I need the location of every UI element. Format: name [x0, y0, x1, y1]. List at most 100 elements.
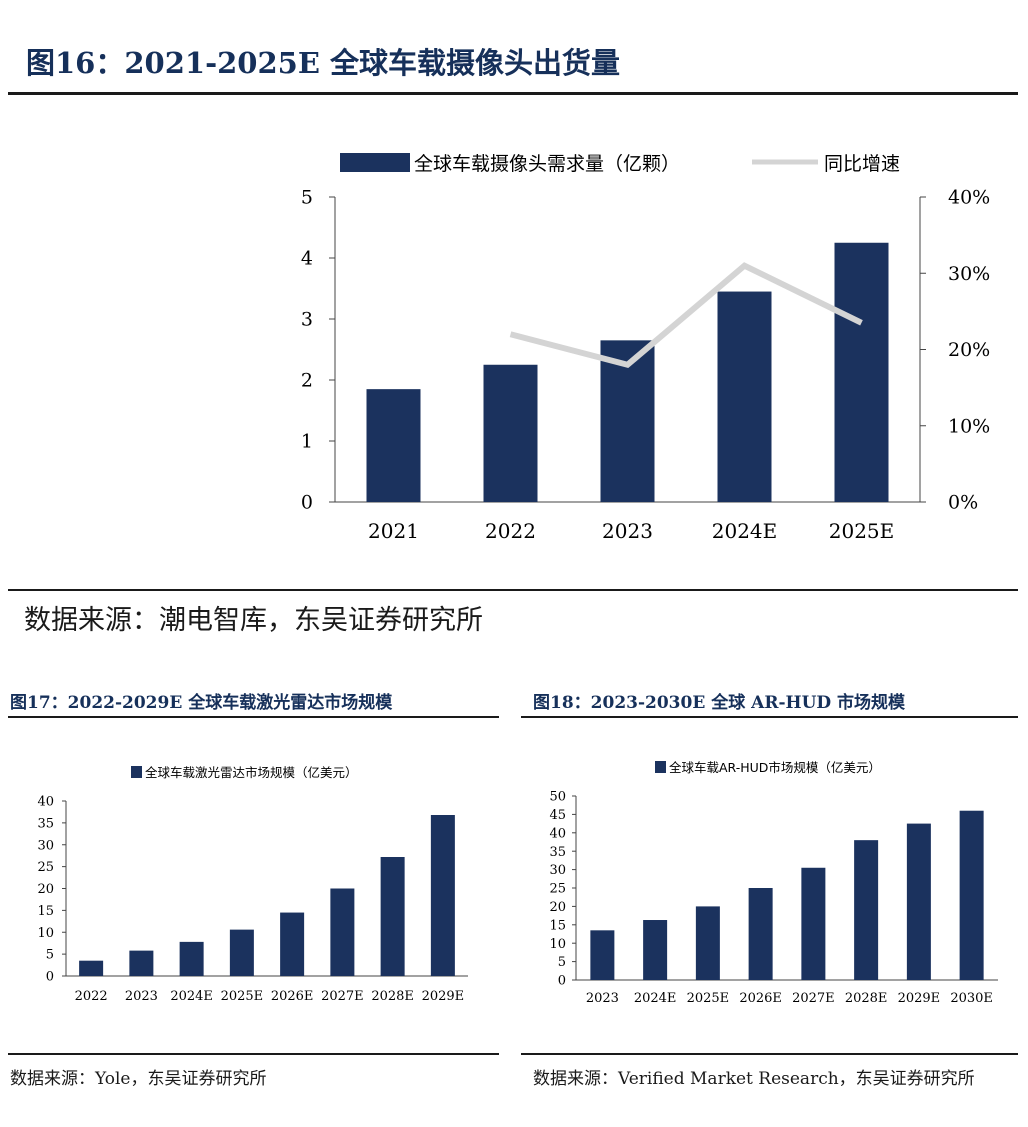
- y-tick-label: 25: [37, 860, 54, 875]
- bar: [330, 888, 355, 976]
- chart17-lidar-market: 全球车载激光雷达市场规模（亿美元） 0 5 10 15 20 25 30 35 40 2022 20…: [37, 765, 468, 1004]
- y-tick-label: 15: [549, 918, 566, 933]
- figure18-source: 数据来源：Verified Market Research，东吴证券研究所: [533, 1069, 975, 1089]
- bar: [79, 960, 104, 976]
- y-tick-label: 50: [549, 790, 566, 805]
- y-tick-label: 10: [37, 926, 54, 941]
- y2-tick-label: 20%: [948, 339, 990, 361]
- bar: [717, 291, 772, 502]
- x-tick-label: 2021: [368, 519, 419, 543]
- legend-bar-swatch: [131, 766, 142, 778]
- y-tick-label: 0: [558, 974, 566, 989]
- chart18-ar-hud-market: 全球车载AR-HUD市场规模（亿美元） 0 5 10 15 20 25 30 35 40 45 50…: [549, 760, 998, 1006]
- plot-area: 0 1 2 3 4 5 2021 2022 2023 2024E 2025E 0% 10% 20% 30% 4…: [301, 187, 990, 543]
- legend-bar-swatch: [655, 761, 666, 773]
- bar: [483, 364, 538, 502]
- x-tick-label: 2029E: [898, 991, 941, 1006]
- bar: [366, 389, 421, 502]
- bar: [179, 941, 204, 976]
- y-tick-label: 35: [549, 845, 566, 860]
- legend-bar-swatch: [340, 153, 410, 172]
- y2-tick-label: 10%: [948, 415, 990, 437]
- y-tick-label: 5: [558, 955, 566, 970]
- y-tick-label: 0: [301, 492, 313, 514]
- y-tick-label: 1: [301, 431, 313, 453]
- legend-bar-label: 全球车载AR-HUD市场规模（亿美元）: [669, 760, 881, 775]
- y2-tick-label: 30%: [948, 263, 990, 285]
- y-tick-label: 5: [301, 187, 313, 209]
- x-tick-label: 2025E: [829, 519, 895, 543]
- x-tick-label: 2028E: [845, 991, 888, 1006]
- bar: [129, 950, 154, 976]
- legend-bar-label: 全球车载激光雷达市场规模（亿美元）: [145, 765, 358, 780]
- bar: [430, 815, 455, 976]
- x-tick-label: 2029E: [422, 989, 465, 1004]
- figure18-title: 图18：2023-2030E 全球 AR-HUD 市场规模: [533, 693, 906, 713]
- x-tick-label: 2025E: [687, 991, 730, 1006]
- bar: [959, 810, 984, 980]
- legend: 全球车载AR-HUD市场规模（亿美元）: [655, 760, 881, 775]
- y-tick-label: 40: [549, 826, 566, 841]
- x-tick-label: 2022: [485, 519, 536, 543]
- x-tick-label: 2030E: [950, 991, 993, 1006]
- figure16-source: 数据来源：潮电智库，东吴证券研究所: [24, 605, 483, 636]
- y-tick-label: 3: [301, 309, 313, 331]
- bar: [643, 920, 668, 980]
- x-tick-label: 2027E: [321, 989, 364, 1004]
- chart16-camera-shipments: 全球车载摄像头需求量（亿颗） 同比增速 0 1 2 3 4 5 2021 2022 2023 20…: [301, 153, 990, 543]
- y-tick-label: 0: [46, 970, 54, 985]
- figure18-top-rule: [521, 716, 1018, 718]
- x-tick-label: 2022: [75, 989, 108, 1004]
- x-tick-label: 2023: [602, 519, 653, 543]
- y-tick-label: 30: [37, 838, 54, 853]
- bar: [695, 906, 720, 980]
- x-tick-label: 2027E: [792, 991, 835, 1006]
- legend-bar-label: 全球车载摄像头需求量（亿颗）: [414, 153, 680, 175]
- x-tick-label: 2023: [125, 989, 158, 1004]
- x-tick-label: 2024E: [170, 989, 213, 1004]
- bar: [906, 823, 931, 980]
- plot-area: 0 5 10 15 20 25 30 35 40 45 50 2023 2024E 2025E 2026E 2…: [549, 790, 998, 1006]
- figure17-top-rule: [8, 716, 499, 718]
- figure16-title: 图16：2021-2025E 全球车载摄像头出货量: [26, 46, 621, 80]
- y-tick-label: 20: [549, 900, 566, 915]
- y2-tick-label: 40%: [948, 187, 990, 209]
- figure17-title: 图17：2022-2029E 全球车载激光雷达市场规模: [10, 693, 393, 713]
- bar: [590, 930, 615, 980]
- figure16-top-rule: [8, 92, 1018, 95]
- x-tick-label: 2024E: [712, 519, 778, 543]
- y-tick-label: 35: [37, 816, 54, 831]
- x-tick-label: 2023: [586, 991, 619, 1006]
- x-tick-label: 2028E: [371, 989, 414, 1004]
- legend: 全球车载激光雷达市场规模（亿美元）: [131, 765, 358, 780]
- bar: [280, 912, 305, 976]
- y-tick-label: 4: [301, 248, 313, 270]
- y-tick-label: 45: [549, 808, 566, 823]
- y-tick-label: 15: [37, 904, 54, 919]
- bar: [380, 857, 405, 976]
- bar: [854, 840, 879, 980]
- growth-rate-line: [509, 262, 863, 369]
- bar: [229, 929, 254, 976]
- figure17-source: 数据来源：Yole，东吴证券研究所: [10, 1069, 267, 1089]
- bar: [834, 242, 889, 502]
- y-tick-label: 25: [549, 882, 566, 897]
- x-tick-label: 2026E: [739, 991, 782, 1006]
- x-tick-label: 2024E: [634, 991, 677, 1006]
- y-tick-label: 40: [37, 795, 54, 810]
- y-tick-label: 10: [549, 937, 566, 952]
- x-tick-label: 2025E: [221, 989, 264, 1004]
- y-tick-label: 5: [46, 948, 54, 963]
- plot-area: 0 5 10 15 20 25 30 35 40 2022 2023 2024E 2025E 2026E 2…: [37, 795, 468, 1004]
- bar: [801, 867, 826, 980]
- y-tick-label: 20: [37, 882, 54, 897]
- legend-line-label: 同比增速: [824, 153, 900, 175]
- figure17-bottom-rule: [8, 1053, 499, 1055]
- y-tick-label: 2: [301, 370, 313, 392]
- bar: [748, 888, 773, 980]
- figure16-bottom-rule: [8, 589, 1018, 591]
- x-tick-label: 2026E: [271, 989, 314, 1004]
- legend: 全球车载摄像头需求量（亿颗） 同比增速: [340, 153, 900, 175]
- figure18-bottom-rule: [521, 1053, 1018, 1055]
- y2-tick-label: 0%: [948, 492, 978, 514]
